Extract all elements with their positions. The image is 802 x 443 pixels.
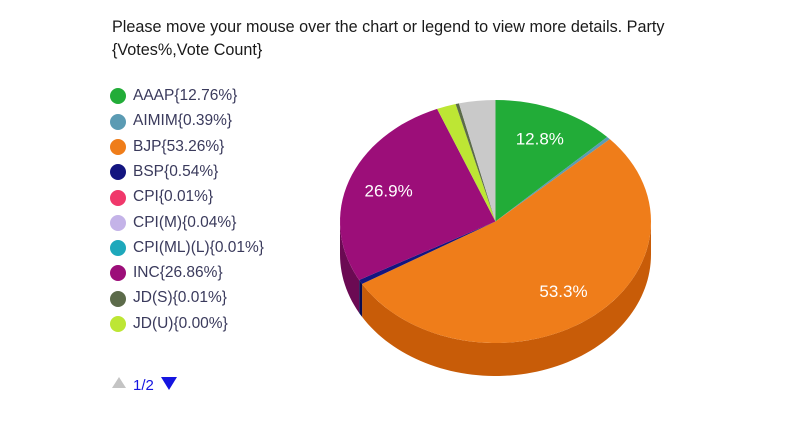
svg-text:12.8%: 12.8%: [516, 129, 564, 148]
svg-text:26.9%: 26.9%: [364, 181, 412, 200]
svg-text:53.3%: 53.3%: [539, 282, 587, 301]
